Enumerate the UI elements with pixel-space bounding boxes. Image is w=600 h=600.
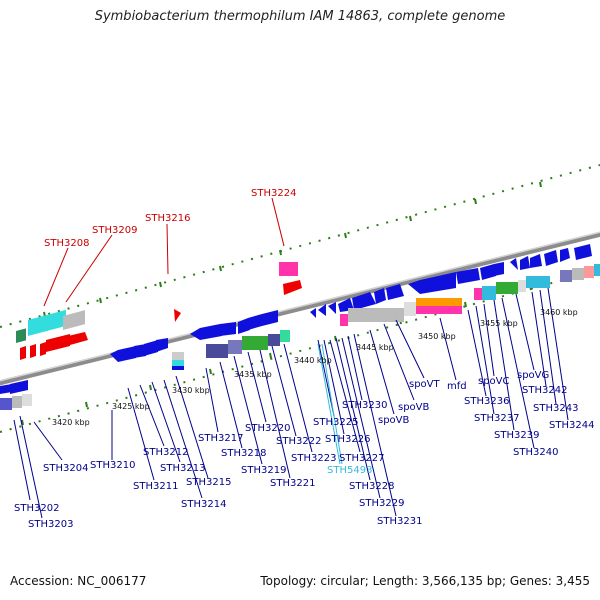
gene-label: STH3220 <box>245 423 290 434</box>
gene-label: STH3226 <box>325 434 370 445</box>
gene-label: STH3221 <box>270 478 315 489</box>
gene-label: STH3215 <box>186 477 231 488</box>
tick-label: 3460 kbp <box>540 308 578 317</box>
gene-label: STH3208 <box>44 238 89 249</box>
tick-label: 3435 kbp <box>234 370 272 379</box>
gene-label: STH3212 <box>143 447 188 458</box>
genome-summary: Topology: circular; Length: 3,566,135 bp… <box>260 574 590 588</box>
gene-label: STH3240 <box>513 447 558 458</box>
gene-label: spoVT <box>409 379 441 390</box>
gene-label: STH3228 <box>349 481 394 492</box>
forward-genes <box>16 262 302 360</box>
gene-label: STH3210 <box>90 460 135 471</box>
gene-label: STH3224 <box>251 188 296 199</box>
gene-label: STH3239 <box>494 430 539 441</box>
gene-label: STH3229 <box>359 498 404 509</box>
gene-label: STH3230 <box>342 400 387 411</box>
gene-label: STH3202 <box>14 503 59 514</box>
tick-label: 3440 kbp <box>294 356 332 365</box>
gene-label: STH3227 <box>339 453 384 464</box>
gene-label: STH3211 <box>133 481 178 492</box>
tick-label: 3430 kbp <box>172 386 210 395</box>
gene-label: spoVG <box>517 370 549 381</box>
gene-label: spoVB <box>378 415 410 426</box>
gene-label: STH3236 <box>464 396 509 407</box>
gene-label: STH3225 <box>313 417 358 428</box>
gene-label: STH3243 <box>533 403 578 414</box>
label-connectors <box>13 197 569 519</box>
tick-label: 3425 kbp <box>112 402 150 411</box>
genome-backbone <box>0 231 600 386</box>
gene-label: STH3237 <box>474 413 519 424</box>
outer-tick-track <box>0 164 600 328</box>
genome-title: Symbiobacterium thermophilum IAM 14863, … <box>94 9 506 24</box>
inner-tick-track <box>0 269 600 433</box>
tick-label: 3450 kbp <box>418 332 456 341</box>
gene-label: STH3204 <box>43 463 88 474</box>
gene-label: STH3218 <box>221 448 266 459</box>
gene-label: STH3209 <box>92 225 137 236</box>
tick-label: 3445 kbp <box>356 343 394 352</box>
gene-label: STH3231 <box>377 516 422 527</box>
tick-label: 3455 kbp <box>480 319 518 328</box>
gene-label: STH3203 <box>28 519 73 530</box>
gene-label: STH3222 <box>276 436 321 447</box>
reverse-gene-labels: STH3202 STH3203 STH3204 STH3210 STH3211 … <box>14 370 594 530</box>
reverse-genes <box>0 244 600 410</box>
gene-label: STH3219 <box>241 465 286 476</box>
gene-label: STH3216 <box>145 213 190 224</box>
accession-label: Accession: NC_006177 <box>10 574 147 588</box>
axis-labels: 3420 kbp 3425 kbp 3430 kbp 3435 kbp 3440… <box>52 308 578 427</box>
tick-tracks <box>0 164 600 433</box>
tick-label: 3420 kbp <box>52 418 90 427</box>
gene-label: STH3223 <box>291 453 336 464</box>
gene-label: STH3214 <box>181 499 226 510</box>
rna-gene-label: STH5493 <box>327 465 372 476</box>
gene-label: STH3244 <box>549 420 594 431</box>
gene-label: spoVB <box>398 402 430 413</box>
gene-label: STH3213 <box>160 463 205 474</box>
forward-gene-labels: STH3208 STH3209 STH3216 STH3224 <box>44 188 296 249</box>
gene-label: mfd <box>447 381 467 392</box>
gene-label: STH3217 <box>198 433 243 444</box>
gene-label: STH3242 <box>522 385 567 396</box>
gene-label: spoVC <box>478 376 510 387</box>
